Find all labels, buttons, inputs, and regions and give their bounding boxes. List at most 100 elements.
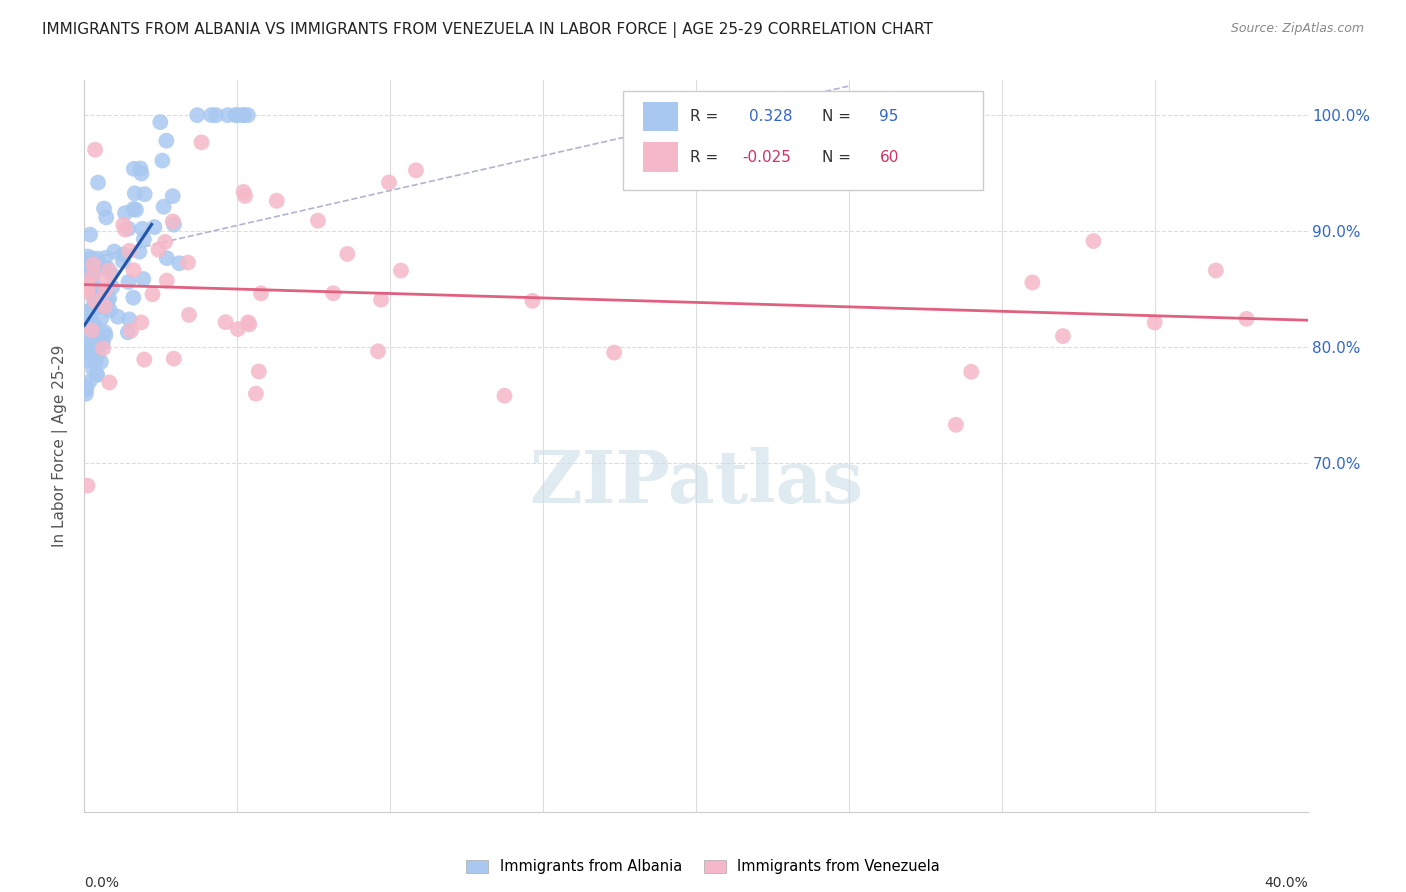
Point (266, 194, 288, 208)
Point (163, 218, 186, 232)
Point (960, 365, 983, 379)
Point (378, 176, 401, 190)
Point (131, 315, 153, 329)
Point (96, 275, 118, 289)
Point (128, 244, 150, 259)
Point (117, 275, 139, 289)
Point (129, 161, 152, 176)
Point (82, 276, 104, 290)
Point (86, 368, 108, 382)
Point (87, 300, 110, 314)
Point (143, 220, 166, 235)
Point (232, 108, 254, 122)
Text: IMMIGRANTS FROM ALBANIA VS IMMIGRANTS FROM VENEZUELA IN LABOR FORCE | AGE 25-29 : IMMIGRANTS FROM ALBANIA VS IMMIGRANTS FR… (42, 22, 934, 38)
Point (79, 344, 101, 359)
Point (90, 311, 112, 326)
Point (87, 346, 110, 360)
Point (76, 281, 98, 295)
Point (124, 186, 146, 201)
Point (83, 293, 105, 308)
Point (84, 355, 107, 369)
Text: ZIPatlas: ZIPatlas (529, 447, 863, 518)
Point (112, 218, 135, 232)
Point (86, 252, 108, 266)
Point (177, 255, 200, 269)
Point (214, 315, 236, 329)
Point (103, 244, 125, 259)
Point (77, 250, 100, 264)
Point (83, 318, 105, 332)
Point (76, 478, 98, 492)
Point (156, 274, 179, 288)
Point (134, 352, 156, 367)
Point (111, 254, 134, 268)
Point (118, 244, 141, 258)
Point (148, 243, 170, 257)
Point (238, 318, 260, 332)
Point (1236, 311, 1258, 326)
Legend: Immigrants from Albania, Immigrants from Venezuela: Immigrants from Albania, Immigrants from… (460, 854, 946, 880)
Point (307, 213, 329, 227)
Point (98, 376, 121, 390)
Point (84, 143, 107, 157)
Point (150, 153, 173, 168)
Point (132, 232, 155, 246)
Point (75, 353, 97, 368)
Point (94, 251, 117, 265)
Point (217, 108, 239, 122)
Point (162, 214, 184, 228)
Point (1021, 276, 1043, 290)
Point (87, 176, 110, 190)
Point (93, 325, 115, 339)
Point (132, 272, 155, 286)
Point (236, 315, 259, 329)
Point (405, 163, 427, 178)
Point (97, 261, 120, 276)
Point (122, 161, 145, 176)
Point (131, 221, 153, 235)
Point (84, 342, 107, 356)
Text: Source: ZipAtlas.com: Source: ZipAtlas.com (1230, 22, 1364, 36)
Point (167, 256, 190, 270)
Point (76, 305, 98, 319)
Point (226, 108, 249, 122)
Point (232, 108, 254, 122)
Text: -0.025: -0.025 (742, 150, 792, 165)
Point (77, 332, 100, 346)
Point (186, 108, 208, 122)
Point (945, 417, 967, 432)
Point (141, 287, 163, 301)
Point (75, 343, 97, 357)
Point (107, 310, 129, 324)
Point (190, 136, 212, 150)
Text: 60: 60 (880, 150, 898, 165)
Point (84, 333, 107, 347)
Point (152, 200, 174, 214)
Point (1083, 234, 1105, 248)
Point (98, 303, 121, 318)
Point (117, 221, 139, 235)
Point (75, 348, 97, 362)
Point (83, 266, 105, 280)
Point (367, 344, 389, 359)
Point (82, 362, 104, 376)
Text: 0.0%: 0.0% (84, 876, 120, 889)
Point (1205, 263, 1227, 277)
Point (122, 291, 145, 305)
Point (75, 258, 97, 272)
Point (97, 293, 120, 307)
Point (322, 286, 344, 301)
Point (82, 268, 104, 282)
Point (98, 291, 121, 305)
Point (87, 287, 110, 301)
Point (77, 375, 100, 389)
Point (93, 202, 115, 216)
Point (494, 389, 516, 403)
Point (226, 322, 249, 336)
Point (77, 266, 100, 280)
Point (122, 202, 145, 216)
Point (118, 312, 141, 326)
Point (603, 345, 626, 359)
Point (75, 386, 97, 401)
Point (76, 285, 98, 299)
